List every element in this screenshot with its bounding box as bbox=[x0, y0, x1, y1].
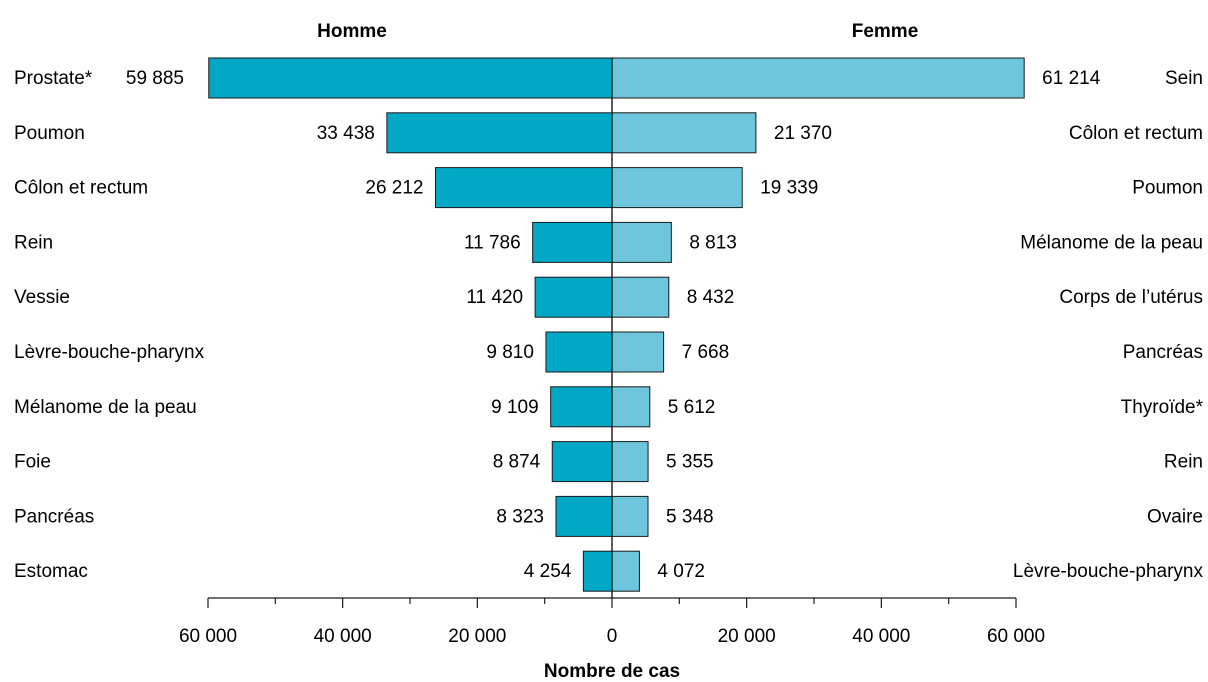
bar-femme bbox=[611, 112, 757, 154]
bar-femme bbox=[611, 441, 649, 483]
category-label-homme: Lèvre-bouche-pharynx bbox=[14, 342, 205, 363]
bar-homme bbox=[386, 112, 613, 154]
x-tick-label: 0 bbox=[607, 626, 618, 647]
bar-homme bbox=[545, 331, 613, 373]
x-axis: 60 000 40 000 20 000 0 20 000 40 000 60 000 bbox=[179, 58, 1045, 647]
category-label-femme: Côlon et rectum bbox=[1069, 123, 1203, 144]
bar-femme bbox=[611, 550, 640, 592]
data-label-homme: 9 109 bbox=[491, 397, 539, 418]
bar-homme bbox=[555, 495, 613, 537]
category-label-homme: Estomac bbox=[14, 561, 88, 582]
data-label-homme: 11 420 bbox=[466, 287, 523, 308]
category-label-homme: Côlon et rectum bbox=[14, 178, 148, 199]
labels-group: Prostate* Sein 59 885 61 214 Poumon Côlon et … bbox=[14, 68, 1204, 582]
category-label-femme: Sein bbox=[1165, 68, 1203, 89]
bar-femme bbox=[611, 495, 649, 537]
series-header-femme: Femme bbox=[852, 21, 919, 42]
data-label-homme: 9 810 bbox=[486, 342, 534, 363]
data-label-femme: 8 432 bbox=[687, 287, 735, 308]
category-label-femme: Pancréas bbox=[1123, 342, 1203, 363]
data-label-homme: 11 786 bbox=[464, 232, 521, 253]
data-label-femme: 4 072 bbox=[657, 561, 705, 582]
bar-femme bbox=[611, 167, 743, 209]
data-label-femme: 19 339 bbox=[760, 178, 818, 199]
category-label-femme: Thyroïde* bbox=[1121, 397, 1204, 418]
category-label-homme: Prostate* bbox=[14, 68, 93, 89]
category-label-homme: Poumon bbox=[14, 123, 85, 144]
category-label-homme: Pancréas bbox=[14, 506, 94, 527]
category-label-femme: Mélanome de la peau bbox=[1020, 232, 1203, 253]
category-label-homme: Mélanome de la peau bbox=[14, 397, 197, 418]
data-label-femme: 5 355 bbox=[666, 452, 714, 473]
bar-homme bbox=[208, 57, 613, 99]
bars-group bbox=[208, 57, 1025, 592]
data-label-homme: 8 323 bbox=[496, 506, 544, 527]
x-tick-label: 60 000 bbox=[987, 626, 1045, 647]
category-label-femme: Poumon bbox=[1132, 178, 1203, 199]
category-label-femme: Corps de l’utérus bbox=[1059, 287, 1203, 308]
bar-femme bbox=[611, 331, 665, 373]
x-tick-label: 20 000 bbox=[448, 626, 506, 647]
bar-homme bbox=[551, 441, 613, 483]
category-label-femme: Ovaire bbox=[1147, 506, 1203, 527]
x-tick-label: 40 000 bbox=[852, 626, 910, 647]
data-label-homme: 59 885 bbox=[126, 68, 184, 89]
data-label-femme: 5 612 bbox=[668, 397, 716, 418]
x-axis-label: Nombre de cas bbox=[544, 661, 680, 682]
x-tick-label: 20 000 bbox=[718, 626, 776, 647]
data-label-femme: 8 813 bbox=[689, 232, 737, 253]
data-label-femme: 61 214 bbox=[1042, 68, 1101, 89]
category-label-homme: Foie bbox=[14, 452, 51, 473]
category-label-femme: Rein bbox=[1164, 452, 1203, 473]
bar-femme bbox=[611, 386, 651, 428]
data-label-femme: 5 348 bbox=[666, 506, 714, 527]
category-label-homme: Vessie bbox=[14, 287, 70, 308]
bar-femme bbox=[611, 221, 672, 263]
category-label-homme: Rein bbox=[14, 232, 53, 253]
data-label-homme: 4 254 bbox=[524, 561, 572, 582]
bar-homme bbox=[582, 550, 613, 592]
bar-homme bbox=[532, 221, 613, 263]
category-label-femme: Lèvre-bouche-pharynx bbox=[1013, 561, 1204, 582]
bar-femme bbox=[611, 276, 670, 318]
bar-homme bbox=[550, 386, 613, 428]
series-header-homme: Homme bbox=[317, 21, 387, 42]
bar-homme bbox=[435, 167, 613, 209]
data-label-homme: 33 438 bbox=[317, 123, 375, 144]
data-label-homme: 26 212 bbox=[365, 178, 423, 199]
x-tick-label: 40 000 bbox=[314, 626, 372, 647]
data-label-femme: 7 668 bbox=[682, 342, 730, 363]
x-tick-label: 60 000 bbox=[179, 626, 237, 647]
data-label-homme: 8 874 bbox=[493, 452, 541, 473]
bar-femme bbox=[611, 57, 1025, 99]
bar-homme bbox=[534, 276, 613, 318]
data-label-femme: 21 370 bbox=[774, 123, 832, 144]
